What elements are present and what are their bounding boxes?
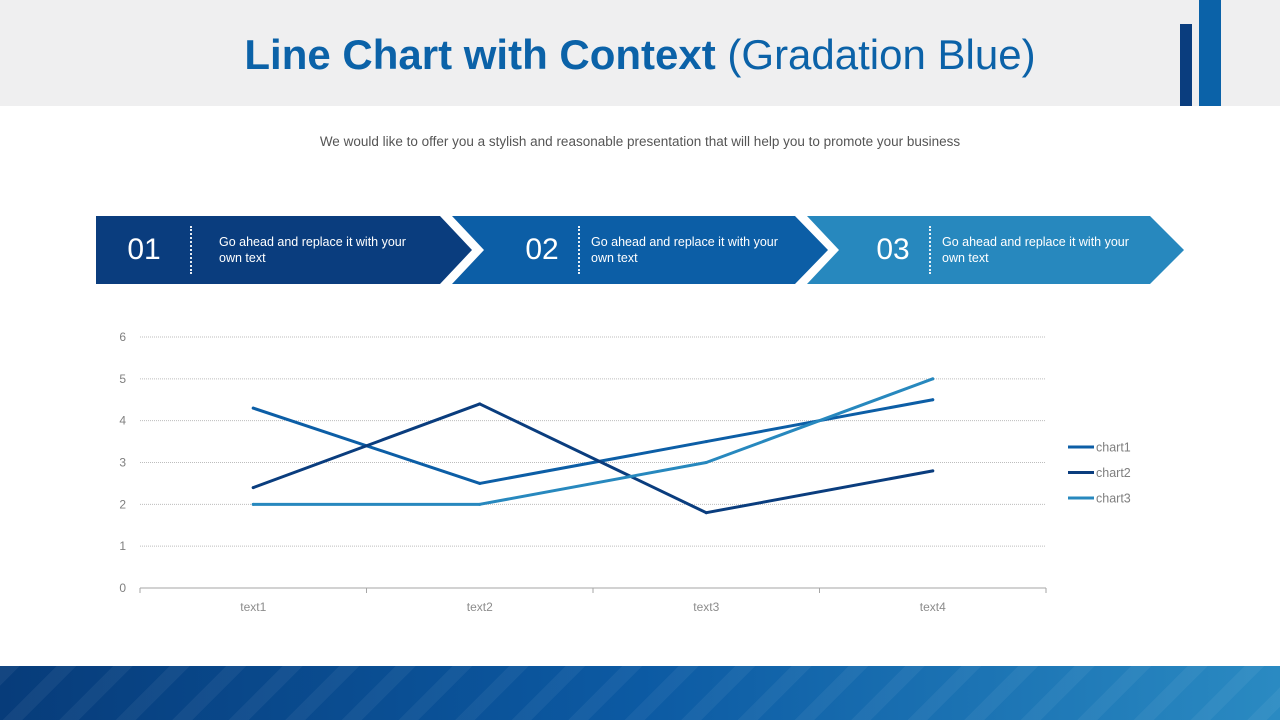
y-tick-label: 5	[119, 372, 126, 386]
x-tick-label: text3	[693, 600, 719, 614]
series-line-chart2	[251, 402, 935, 515]
data-point-chart3	[704, 461, 708, 464]
x-tick-label: text1	[240, 600, 266, 614]
data-point-chart1	[931, 398, 935, 402]
page-title: Line Chart with Context (Gradation Blue)	[0, 30, 1280, 80]
legend-label-chart1: chart1	[1096, 441, 1131, 455]
footer-stripes	[0, 666, 1280, 720]
y-tick-label: 1	[119, 539, 126, 553]
decor-bar-light	[1199, 0, 1221, 106]
step-number-2: 02	[525, 233, 559, 266]
series-line-chart3	[251, 377, 935, 506]
data-point-chart1	[251, 406, 255, 410]
data-point-chart3	[478, 502, 482, 506]
step-separator-1	[190, 226, 192, 274]
step-number-1: 01	[127, 233, 161, 266]
title-bold: Line Chart with Context	[244, 31, 716, 78]
x-tick-label: text4	[920, 600, 946, 614]
data-point-chart2	[931, 469, 935, 473]
step-separator-3	[929, 226, 931, 274]
step-text-2: Go ahead and replace it with your own te…	[591, 235, 778, 265]
step-text-3: Go ahead and replace it with your own te…	[942, 235, 1129, 265]
data-point-chart3	[931, 377, 935, 381]
data-point-chart2	[478, 402, 482, 406]
step-arrow-3	[807, 216, 1184, 284]
legend-label-chart3: chart3	[1096, 492, 1131, 506]
y-tick-label: 2	[119, 497, 126, 511]
data-point-chart1	[478, 481, 482, 485]
decor-bar-dark	[1180, 24, 1192, 106]
y-tick-label: 3	[119, 456, 126, 470]
series-line-chart1	[251, 398, 935, 485]
x-tick-label: text2	[467, 600, 493, 614]
y-tick-label: 4	[119, 414, 126, 428]
data-point-chart3	[251, 502, 255, 506]
header-band	[0, 0, 1280, 106]
y-tick-label: 6	[119, 330, 126, 344]
footer-band	[0, 666, 1280, 720]
title-rest: (Gradation Blue)	[715, 31, 1036, 78]
step-text-1: Go ahead and replace it with your own te…	[219, 235, 406, 265]
data-point-chart2	[251, 486, 255, 490]
subtitle: We would like to offer you a stylish and…	[319, 134, 961, 149]
data-point-chart1	[704, 440, 708, 444]
data-point-chart2	[704, 511, 708, 515]
step-separator-2	[578, 226, 580, 274]
step-arrow-2	[452, 216, 828, 284]
y-tick-label: 0	[119, 581, 126, 595]
step-number-3: 03	[876, 233, 910, 266]
legend-label-chart2: chart2	[1096, 466, 1131, 480]
